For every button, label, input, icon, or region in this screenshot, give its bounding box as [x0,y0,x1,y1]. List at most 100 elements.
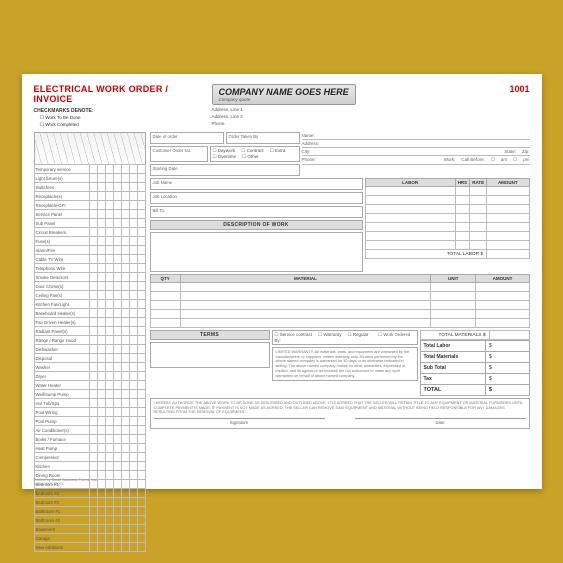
checklist-cell[interactable] [137,273,145,282]
checklist-cell[interactable] [129,210,137,219]
checklist-cell[interactable] [106,516,114,525]
checklist-cell[interactable] [129,372,137,381]
checklist-cell[interactable] [137,525,145,534]
checklist-cell[interactable] [129,435,137,444]
checklist-cell[interactable] [137,543,145,552]
checklist-cell[interactable] [137,372,145,381]
checklist-cell[interactable] [113,435,121,444]
checklist-cell[interactable] [90,309,98,318]
checklist-cell[interactable] [121,345,129,354]
checklist-cell[interactable] [113,480,121,489]
checklist-cell[interactable] [90,417,98,426]
checklist-cell[interactable] [137,363,145,372]
checklist-cell[interactable] [121,408,129,417]
checklist-cell[interactable] [129,462,137,471]
checklist-cell[interactable] [90,300,98,309]
checklist-cell[interactable] [121,228,129,237]
checklist-cell[interactable] [129,255,137,264]
checklist-cell[interactable] [98,336,106,345]
checklist-cell[interactable] [90,345,98,354]
checklist-cell[interactable] [106,408,114,417]
checklist-cell[interactable] [106,300,114,309]
checklist-cell[interactable] [121,372,129,381]
checklist-cell[interactable] [113,291,121,300]
checklist-cell[interactable] [90,336,98,345]
checklist-cell[interactable] [137,336,145,345]
checklist-cell[interactable] [98,201,106,210]
checklist-cell[interactable] [129,390,137,399]
checklist-cell[interactable] [98,516,106,525]
checklist-cell[interactable] [137,507,145,516]
checklist-cell[interactable] [121,282,129,291]
checklist-cell[interactable] [121,192,129,201]
checklist-cell[interactable] [129,444,137,453]
checklist-cell[interactable] [121,255,129,264]
checklist-cell[interactable] [137,489,145,498]
checklist-cell[interactable] [121,300,129,309]
checklist-cell[interactable] [113,165,121,174]
checklist-cell[interactable] [137,291,145,300]
checklist-cell[interactable] [137,462,145,471]
checklist-cell[interactable] [98,372,106,381]
checklist-cell[interactable] [98,309,106,318]
checklist-cell[interactable] [106,237,114,246]
checklist-cell[interactable] [90,318,98,327]
checklist-cell[interactable] [113,345,121,354]
checklist-cell[interactable] [113,273,121,282]
checklist-cell[interactable] [98,165,106,174]
checklist-cell[interactable] [106,273,114,282]
checklist-cell[interactable] [90,210,98,219]
checklist-cell[interactable] [137,246,145,255]
checklist-cell[interactable] [137,408,145,417]
checklist-cell[interactable] [113,246,121,255]
desc-body[interactable] [150,232,363,272]
checklist-cell[interactable] [98,543,106,552]
checklist-cell[interactable] [90,354,98,363]
checklist-cell[interactable] [121,363,129,372]
checklist-cell[interactable] [90,228,98,237]
checklist-cell[interactable] [106,174,114,183]
checklist-cell[interactable] [121,309,129,318]
checklist-cell[interactable] [106,309,114,318]
checklist-cell[interactable] [90,183,98,192]
checklist-cell[interactable] [129,507,137,516]
checklist-cell[interactable] [98,282,106,291]
checklist-cell[interactable] [129,300,137,309]
checklist-cell[interactable] [129,516,137,525]
checklist-cell[interactable] [129,228,137,237]
checklist-cell[interactable] [113,543,121,552]
checklist-cell[interactable] [98,381,106,390]
checklist-cell[interactable] [129,282,137,291]
checklist-cell[interactable] [98,264,106,273]
checklist-cell[interactable] [113,219,121,228]
checklist-cell[interactable] [106,246,114,255]
checklist-cell[interactable] [121,219,129,228]
checklist-cell[interactable] [98,498,106,507]
checklist-cell[interactable] [106,282,114,291]
checklist-cell[interactable] [137,453,145,462]
checklist-cell[interactable] [113,264,121,273]
checklist-cell[interactable] [90,192,98,201]
checklist-cell[interactable] [90,525,98,534]
checklist-cell[interactable] [98,246,106,255]
checklist-cell[interactable] [129,201,137,210]
checklist-cell[interactable] [106,345,114,354]
checklist-cell[interactable] [90,381,98,390]
checklist-cell[interactable] [90,426,98,435]
checklist-cell[interactable] [90,489,98,498]
checklist-cell[interactable] [98,237,106,246]
checklist-cell[interactable] [106,201,114,210]
checklist-cell[interactable] [129,165,137,174]
checklist-cell[interactable] [98,426,106,435]
checklist-cell[interactable] [137,237,145,246]
checklist-cell[interactable] [98,390,106,399]
checklist-cell[interactable] [98,255,106,264]
checklist-cell[interactable] [137,300,145,309]
checklist-cell[interactable] [106,435,114,444]
checklist-cell[interactable] [113,336,121,345]
signature-line[interactable]: Signature [154,418,325,425]
checklist-cell[interactable] [113,516,121,525]
checklist-cell[interactable] [129,273,137,282]
checklist-cell[interactable] [129,327,137,336]
checklist-cell[interactable] [129,291,137,300]
